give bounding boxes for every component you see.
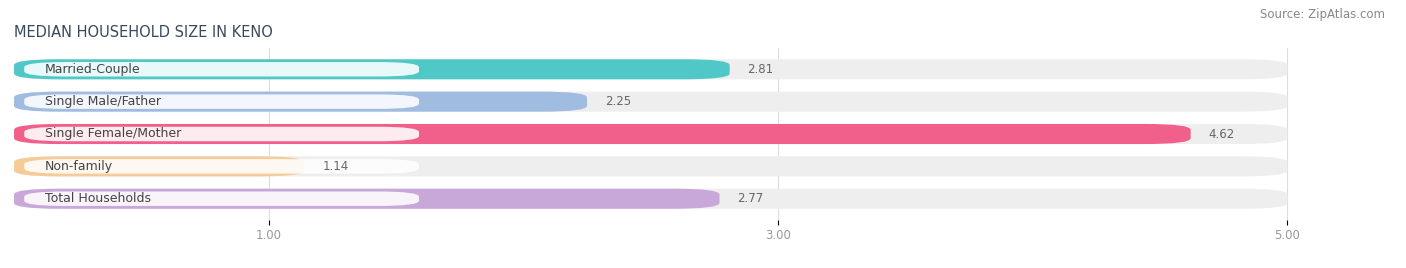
Text: Total Households: Total Households xyxy=(45,192,150,205)
FancyBboxPatch shape xyxy=(24,62,419,76)
Text: Single Male/Father: Single Male/Father xyxy=(45,95,160,108)
FancyBboxPatch shape xyxy=(24,94,419,109)
Text: MEDIAN HOUSEHOLD SIZE IN KENO: MEDIAN HOUSEHOLD SIZE IN KENO xyxy=(14,25,273,40)
FancyBboxPatch shape xyxy=(14,124,1288,144)
Text: 2.81: 2.81 xyxy=(748,63,773,76)
FancyBboxPatch shape xyxy=(14,92,588,112)
FancyBboxPatch shape xyxy=(24,192,419,206)
Text: Single Female/Mother: Single Female/Mother xyxy=(45,128,181,140)
Text: 2.25: 2.25 xyxy=(605,95,631,108)
FancyBboxPatch shape xyxy=(14,156,304,176)
FancyBboxPatch shape xyxy=(24,127,419,141)
FancyBboxPatch shape xyxy=(14,156,1288,176)
FancyBboxPatch shape xyxy=(24,159,419,174)
Text: Married-Couple: Married-Couple xyxy=(45,63,141,76)
Text: 2.77: 2.77 xyxy=(737,192,763,205)
Text: Source: ZipAtlas.com: Source: ZipAtlas.com xyxy=(1260,8,1385,21)
Text: Non-family: Non-family xyxy=(45,160,112,173)
Text: 4.62: 4.62 xyxy=(1209,128,1234,140)
FancyBboxPatch shape xyxy=(14,59,1288,79)
FancyBboxPatch shape xyxy=(14,92,1288,112)
FancyBboxPatch shape xyxy=(14,124,1191,144)
FancyBboxPatch shape xyxy=(14,189,720,209)
Text: 1.14: 1.14 xyxy=(322,160,349,173)
FancyBboxPatch shape xyxy=(14,59,730,79)
FancyBboxPatch shape xyxy=(14,189,1288,209)
